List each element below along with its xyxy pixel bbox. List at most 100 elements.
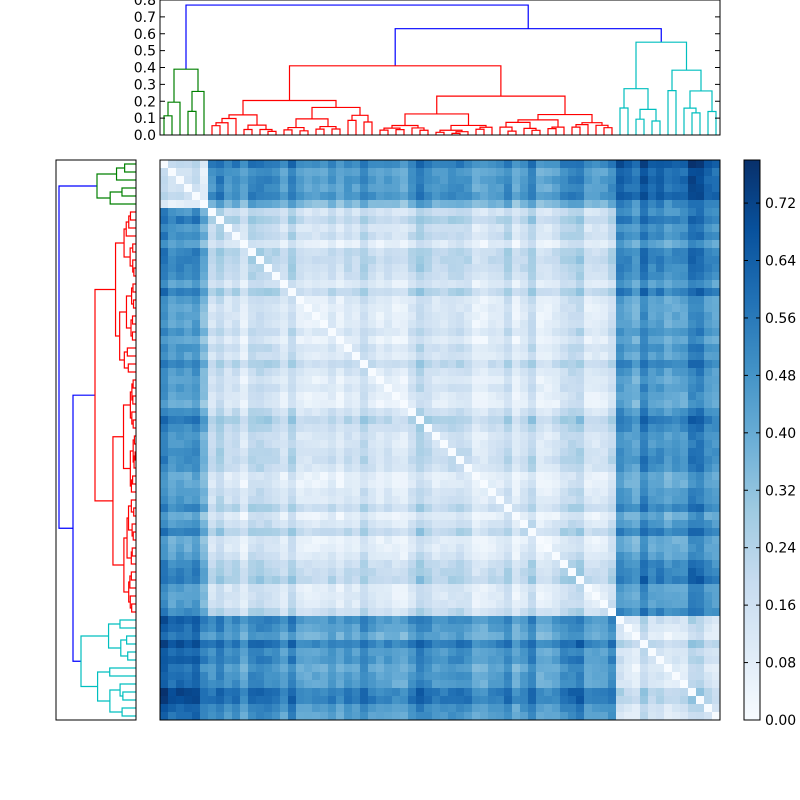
heatmap-cell <box>600 568 609 577</box>
heatmap-cell <box>304 456 313 465</box>
heatmap-cell <box>336 424 345 433</box>
heatmap-cell <box>704 544 713 553</box>
heatmap-cell <box>408 328 417 337</box>
heatmap-cell <box>560 384 569 393</box>
heatmap-cell <box>456 192 465 201</box>
heatmap-cell <box>200 352 209 361</box>
heatmap-cell <box>328 696 337 705</box>
heatmap-cell <box>680 200 689 209</box>
heatmap-cell <box>368 392 377 401</box>
heatmap-cell <box>568 384 577 393</box>
heatmap-cell <box>512 544 521 553</box>
heatmap-cell <box>320 320 329 329</box>
heatmap-cell <box>304 424 313 433</box>
heatmap-cell <box>520 296 529 305</box>
heatmap-cell <box>248 200 257 209</box>
heatmap-cell <box>328 280 337 289</box>
heatmap-cell <box>344 456 353 465</box>
heatmap-cell <box>528 168 537 177</box>
heatmap-cell <box>176 272 185 281</box>
heatmap-cell <box>528 592 537 601</box>
left-dendrogram-link <box>127 363 136 373</box>
heatmap-cell <box>392 352 401 361</box>
heatmap-cell <box>608 560 617 569</box>
heatmap-cell <box>568 448 577 457</box>
heatmap-cell <box>408 272 417 281</box>
heatmap-cell <box>528 520 537 529</box>
heatmap-cell <box>448 624 457 633</box>
heatmap-cell <box>280 464 289 473</box>
heatmap-cell <box>384 512 393 521</box>
heatmap-cell <box>352 320 361 329</box>
heatmap-cell <box>680 584 689 593</box>
heatmap-cell <box>408 680 417 689</box>
heatmap-cell <box>240 440 249 449</box>
heatmap-cell <box>520 664 529 673</box>
heatmap-cell <box>312 488 321 497</box>
heatmap-cell <box>216 280 225 289</box>
heatmap-cell <box>464 480 473 489</box>
heatmap-cell <box>456 392 465 401</box>
heatmap-cell <box>648 440 657 449</box>
heatmap-cell <box>376 528 385 537</box>
heatmap-cell <box>696 512 705 521</box>
top-dendrogram-link <box>517 119 559 128</box>
heatmap-cell <box>232 160 241 169</box>
heatmap-cell <box>552 328 561 337</box>
heatmap-cell <box>264 184 273 193</box>
heatmap-cell <box>200 416 209 425</box>
heatmap-cell <box>608 648 617 657</box>
heatmap-cell <box>272 520 281 529</box>
heatmap-cell <box>600 280 609 289</box>
heatmap-cell <box>576 304 585 313</box>
heatmap-cell <box>256 336 265 345</box>
heatmap-cell <box>328 496 337 505</box>
heatmap-cell <box>344 200 353 209</box>
heatmap-cell <box>400 272 409 281</box>
heatmap-cell <box>448 432 457 441</box>
heatmap-cell <box>272 216 281 225</box>
heatmap-cell <box>632 328 641 337</box>
heatmap-cell <box>360 656 369 665</box>
heatmap-cell <box>392 608 401 617</box>
heatmap-cell <box>488 352 497 361</box>
heatmap-cell <box>208 656 217 665</box>
heatmap-cell <box>424 528 433 537</box>
heatmap-cell <box>184 384 193 393</box>
heatmap-cell <box>176 256 185 265</box>
heatmap-cell <box>520 392 529 401</box>
heatmap-cell <box>688 512 697 521</box>
heatmap-cell <box>512 640 521 649</box>
heatmap-cell <box>624 656 633 665</box>
heatmap-cell <box>504 704 513 713</box>
heatmap-cell <box>168 688 177 697</box>
heatmap-cell <box>168 320 177 329</box>
heatmap-cell <box>680 592 689 601</box>
heatmap-cell <box>480 328 489 337</box>
heatmap-cell <box>456 256 465 265</box>
heatmap-cell <box>512 256 521 265</box>
heatmap-cell <box>600 408 609 417</box>
heatmap-cell <box>208 264 217 273</box>
heatmap-cell <box>688 576 697 585</box>
heatmap-cell <box>552 352 561 361</box>
heatmap-cell <box>712 296 721 305</box>
heatmap-cell <box>560 480 569 489</box>
heatmap-cell <box>280 160 289 169</box>
heatmap-cell <box>384 432 393 441</box>
heatmap-cell <box>296 664 305 673</box>
heatmap-cell <box>296 240 305 249</box>
top-dendrogram-link <box>707 110 717 135</box>
heatmap-cell <box>504 536 513 545</box>
heatmap-cell <box>344 608 353 617</box>
heatmap-cell <box>528 416 537 425</box>
heatmap-cell <box>216 472 225 481</box>
heatmap-cell <box>536 640 545 649</box>
heatmap-cell <box>616 472 625 481</box>
heatmap-cell <box>616 504 625 513</box>
heatmap-cell <box>376 440 385 449</box>
heatmap-cell <box>712 640 721 649</box>
heatmap-cell <box>416 232 425 241</box>
heatmap-cell <box>296 544 305 553</box>
heatmap-cell <box>192 256 201 265</box>
